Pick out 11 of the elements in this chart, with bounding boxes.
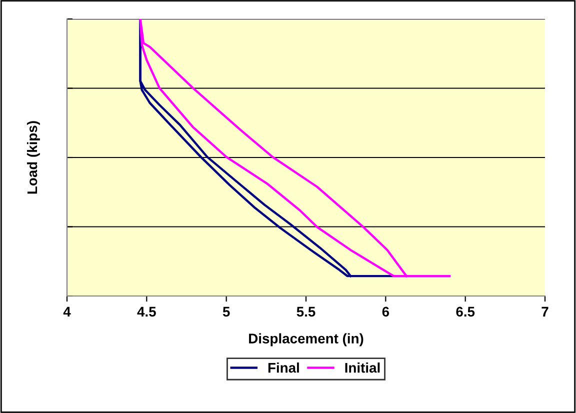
x-tick-label: 5: [222, 306, 230, 317]
legend-label: Final: [268, 362, 299, 373]
x-tick-label: 4.5: [137, 306, 156, 317]
y-axis-title: Load (kips): [26, 121, 40, 194]
x-tick-label: 6.5: [456, 306, 475, 317]
x-tick-label: 5.5: [296, 306, 316, 317]
x-tick-label: 7: [542, 306, 548, 316]
x-tick-label: 6: [382, 306, 390, 317]
legend-label: Initial: [345, 362, 380, 373]
x-tick-label: 4: [63, 306, 71, 316]
x-axis-title: Displacement (in): [249, 333, 364, 346]
